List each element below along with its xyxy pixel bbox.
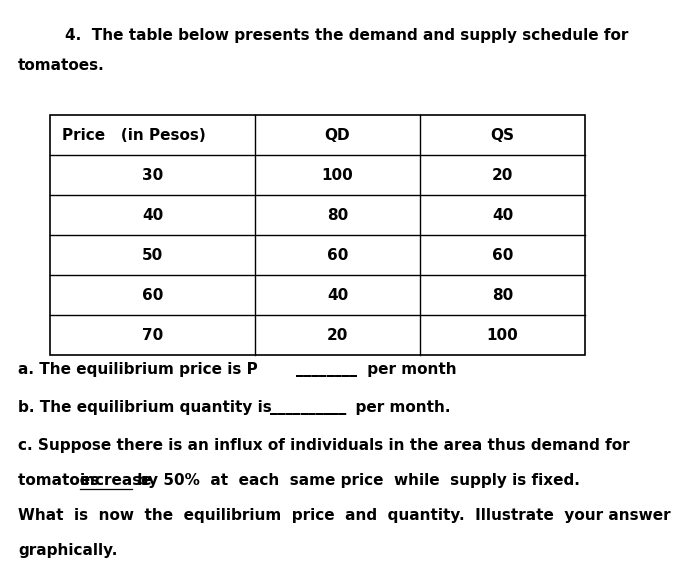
Text: 70: 70 [142, 328, 163, 342]
Text: QS: QS [491, 127, 514, 143]
Text: 60: 60 [492, 247, 513, 262]
Text: 20: 20 [327, 328, 348, 342]
Text: 4.  The table below presents the demand and supply schedule for: 4. The table below presents the demand a… [65, 28, 628, 43]
Text: tomatoes: tomatoes [18, 473, 105, 488]
Text: 60: 60 [142, 288, 163, 303]
Text: graphically.: graphically. [18, 543, 117, 558]
Text: ________: ________ [296, 362, 357, 377]
Text: increase: increase [80, 473, 153, 488]
Text: b. The equilibrium quantity is: b. The equilibrium quantity is [18, 400, 277, 415]
Text: 50: 50 [142, 247, 163, 262]
Text: 40: 40 [142, 208, 163, 222]
Text: QD: QD [325, 127, 350, 143]
Text: 20: 20 [492, 168, 513, 183]
Text: tomatoes.: tomatoes. [18, 58, 105, 73]
Text: 30: 30 [142, 168, 163, 183]
Text: 100: 100 [322, 168, 353, 183]
Text: __________: __________ [270, 400, 346, 415]
Text: 40: 40 [492, 208, 513, 222]
Text: 60: 60 [327, 247, 348, 262]
Text: 100: 100 [487, 328, 519, 342]
Text: What  is  now  the  equilibrium  price  and  quantity.  Illustrate  your answer: What is now the equilibrium price and qu… [18, 508, 671, 523]
Text: 80: 80 [492, 288, 513, 303]
Text: a. The equilibrium price is P: a. The equilibrium price is P [18, 362, 258, 377]
Text: c. Suppose there is an influx of individuals in the area thus demand for: c. Suppose there is an influx of individ… [18, 438, 630, 453]
Text: Price   (in Pesos): Price (in Pesos) [62, 127, 206, 143]
Bar [50, 115, 585, 355]
Text: 40: 40 [327, 288, 348, 303]
Text: per month: per month [362, 362, 456, 377]
Text: per month.: per month. [345, 400, 450, 415]
Text: by 50%  at  each  same price  while  supply is fixed.: by 50% at each same price while supply i… [132, 473, 580, 488]
Text: 80: 80 [327, 208, 348, 222]
